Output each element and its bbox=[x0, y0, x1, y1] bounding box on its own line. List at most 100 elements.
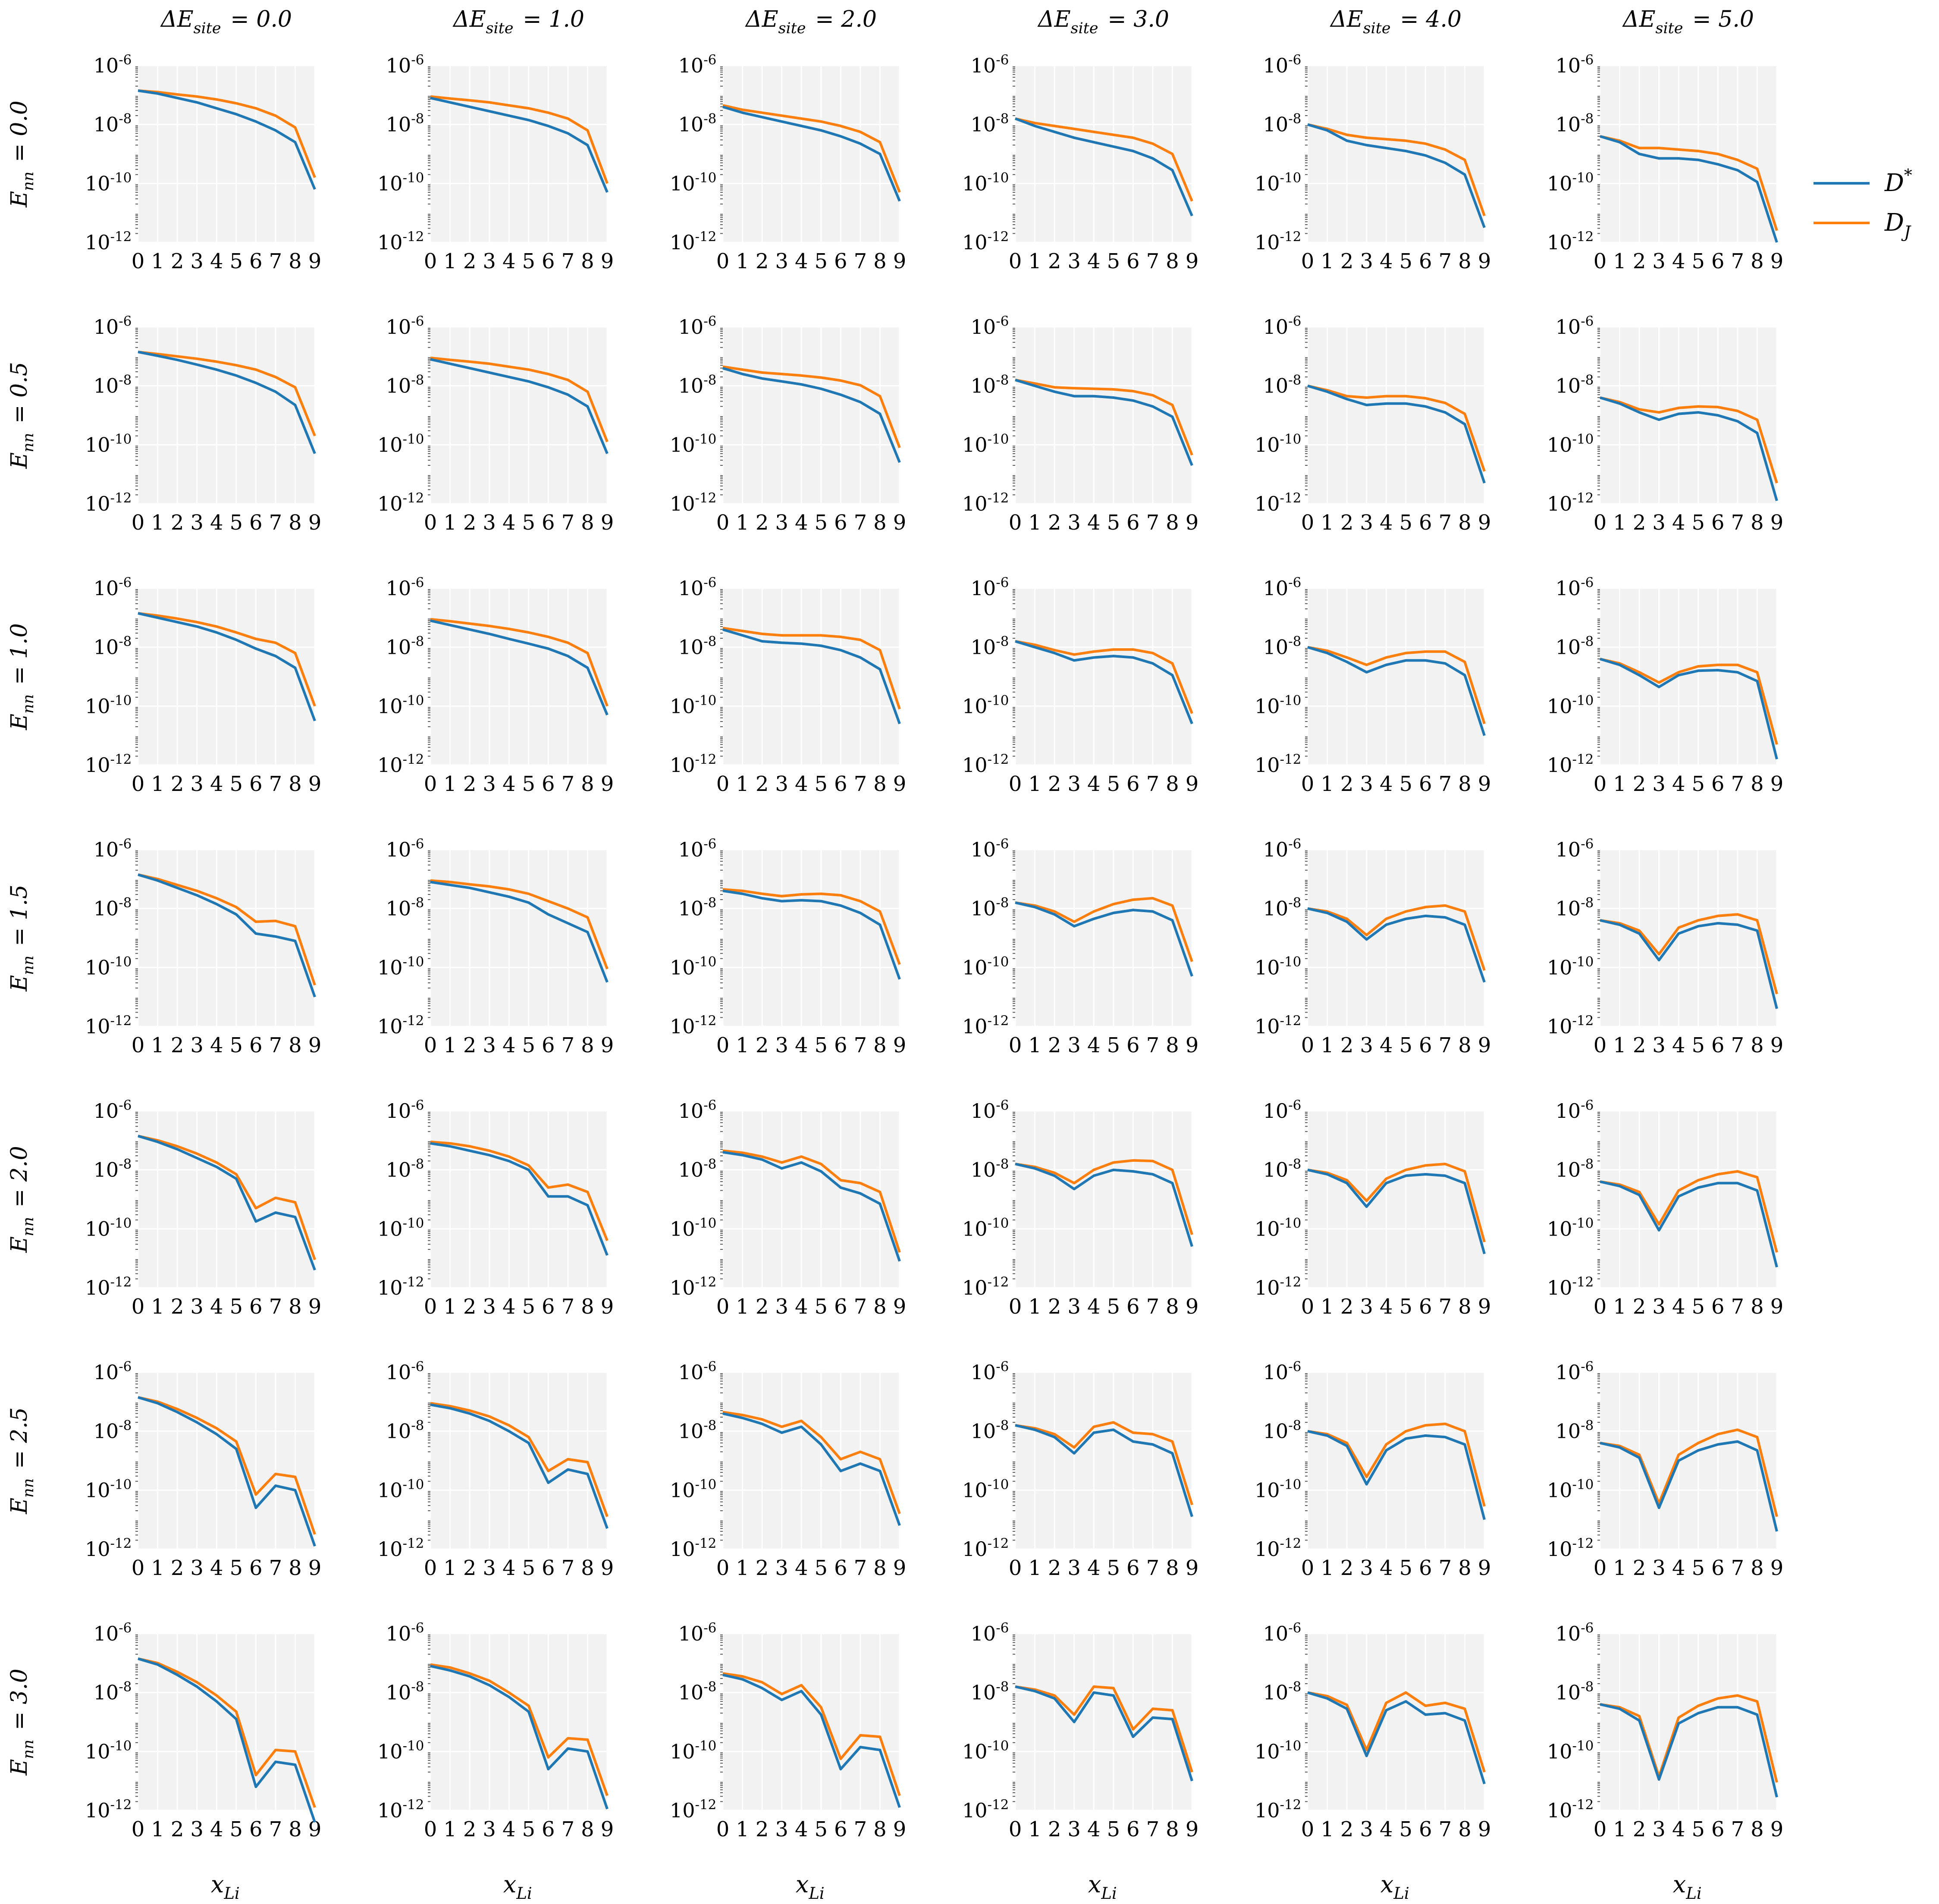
x-tick-label: 4 bbox=[1087, 772, 1101, 796]
y-tick-label: 10-8 bbox=[1263, 634, 1303, 659]
y-tick-label: 10-8 bbox=[971, 1418, 1011, 1443]
y-tick-label: 10-8 bbox=[678, 1679, 718, 1704]
x-tick-label: 7 bbox=[1439, 249, 1452, 273]
y-tick-label: 10-8 bbox=[94, 111, 134, 136]
x-tick-label: 1 bbox=[1321, 249, 1334, 273]
x-tick-label: 3 bbox=[483, 249, 496, 273]
x-tick-label: 1 bbox=[1321, 1817, 1334, 1841]
x-tick-label: 7 bbox=[1146, 772, 1160, 796]
dj-line bbox=[430, 1663, 609, 1796]
y-tick-label: 10-10 bbox=[85, 693, 134, 718]
dstar-line bbox=[138, 1657, 316, 1823]
x-tick-label: 8 bbox=[1751, 1556, 1764, 1580]
x-tick-label: 9 bbox=[601, 772, 614, 796]
y-tick-label: 10-10 bbox=[962, 431, 1011, 456]
x-tick-label: 3 bbox=[775, 1295, 788, 1319]
y-tick-label: 10-10 bbox=[670, 431, 718, 456]
x-axis-label: xLi bbox=[1381, 1871, 1412, 1903]
x-tick-label: 8 bbox=[1751, 772, 1764, 796]
x-tick-label: 8 bbox=[873, 249, 887, 273]
x-tick-label: 3 bbox=[1652, 1295, 1666, 1319]
y-tick-label: 10-12 bbox=[85, 752, 134, 777]
x-tick-label: 5 bbox=[1692, 1817, 1705, 1841]
x-tick-label: 1 bbox=[1321, 1295, 1334, 1319]
y-tick-label: 10-10 bbox=[1547, 170, 1596, 195]
x-tick-label: 6 bbox=[834, 511, 847, 535]
x-tick-label: 0 bbox=[1009, 772, 1022, 796]
y-tick-label: 10-12 bbox=[377, 1536, 426, 1561]
y-tick-label: 10-12 bbox=[962, 490, 1011, 515]
x-tick-label: 4 bbox=[1672, 1817, 1685, 1841]
y-tick-label: 10-10 bbox=[85, 431, 134, 456]
y-tick-label: 10-8 bbox=[971, 634, 1011, 659]
x-tick-label: 6 bbox=[1711, 1033, 1725, 1057]
dj-line bbox=[138, 89, 316, 178]
y-tick-label: 10-8 bbox=[971, 111, 1011, 136]
x-tick-label: 5 bbox=[815, 511, 828, 535]
x-tick-label: 8 bbox=[289, 772, 302, 796]
panel-background bbox=[138, 1111, 315, 1288]
y-tick-label: 10-6 bbox=[1556, 836, 1596, 861]
x-tick-label: 4 bbox=[1380, 1033, 1393, 1057]
x-tick-label: 3 bbox=[1067, 511, 1081, 535]
x-tick-label: 0 bbox=[716, 1295, 730, 1319]
panel-background bbox=[1600, 850, 1777, 1026]
x-tick-label: 7 bbox=[269, 1556, 282, 1580]
y-tick-label: 10-6 bbox=[1556, 52, 1596, 77]
row-header-1: Enn = 0.5 bbox=[6, 362, 37, 469]
y-tick-label: 10-8 bbox=[678, 111, 718, 136]
dstar-line bbox=[1600, 919, 1778, 1009]
panel-background bbox=[1308, 1372, 1484, 1549]
x-tick-label: 5 bbox=[1107, 249, 1120, 273]
y-tick-label: 10-10 bbox=[670, 954, 718, 979]
y-tick-label: 10-6 bbox=[1263, 314, 1303, 339]
x-axis-labels: xLi xLi xLi xLi xLi xLi bbox=[211, 1871, 1702, 1903]
x-tick-label: 9 bbox=[1478, 1556, 1491, 1580]
y-tick-label: 10-6 bbox=[971, 314, 1011, 339]
y-tick-label: 10-12 bbox=[377, 752, 426, 777]
row-header-0: Enn = 0.0 bbox=[6, 100, 37, 208]
x-tick-label: 0 bbox=[1009, 1033, 1022, 1057]
dj-line bbox=[138, 351, 316, 436]
y-tick-label: 10-10 bbox=[85, 954, 134, 979]
column-header-2: ΔEsite = 2.0 bbox=[745, 6, 877, 37]
x-tick-label: 5 bbox=[522, 1295, 536, 1319]
x-tick-label: 6 bbox=[1126, 511, 1140, 535]
y-tick-label: 10-10 bbox=[85, 170, 134, 195]
x-tick-label: 2 bbox=[756, 772, 769, 796]
x-tick-label: 2 bbox=[1633, 1556, 1646, 1580]
x-tick-label: 8 bbox=[581, 249, 594, 273]
x-tick-label: 5 bbox=[815, 1033, 828, 1057]
y-tick-label: 10-12 bbox=[962, 1274, 1011, 1299]
column-header-0: ΔEsite = 0.0 bbox=[160, 6, 292, 37]
y-tick-label: 10-10 bbox=[962, 954, 1011, 979]
x-tick-label: 1 bbox=[736, 1556, 749, 1580]
x-tick-label: 7 bbox=[1439, 1556, 1452, 1580]
x-tick-label: 5 bbox=[815, 1295, 828, 1319]
dj-line bbox=[1015, 1421, 1193, 1506]
dstar-line bbox=[722, 367, 901, 463]
x-tick-label: 2 bbox=[1340, 249, 1354, 273]
y-tick-label: 10-8 bbox=[386, 373, 426, 398]
x-tick-label: 6 bbox=[249, 249, 263, 273]
x-tick-label: 0 bbox=[1301, 772, 1315, 796]
x-tick-label: 2 bbox=[1340, 1033, 1354, 1057]
dj-line bbox=[1600, 913, 1778, 994]
y-tick-label: 10-6 bbox=[94, 52, 134, 77]
x-tick-label: 6 bbox=[542, 511, 555, 535]
y-tick-label: 10-8 bbox=[94, 373, 134, 398]
x-tick-label: 5 bbox=[1692, 1556, 1705, 1580]
panel-background bbox=[723, 850, 900, 1026]
x-tick-label: 2 bbox=[463, 511, 477, 535]
x-tick-label: 5 bbox=[1692, 1033, 1705, 1057]
y-tick-label: 10-12 bbox=[1255, 1536, 1303, 1561]
dj-line bbox=[1307, 1691, 1486, 1773]
x-tick-label: 8 bbox=[873, 772, 887, 796]
y-tick-label: 10-10 bbox=[377, 1738, 426, 1763]
x-tick-label: 7 bbox=[562, 1033, 575, 1057]
